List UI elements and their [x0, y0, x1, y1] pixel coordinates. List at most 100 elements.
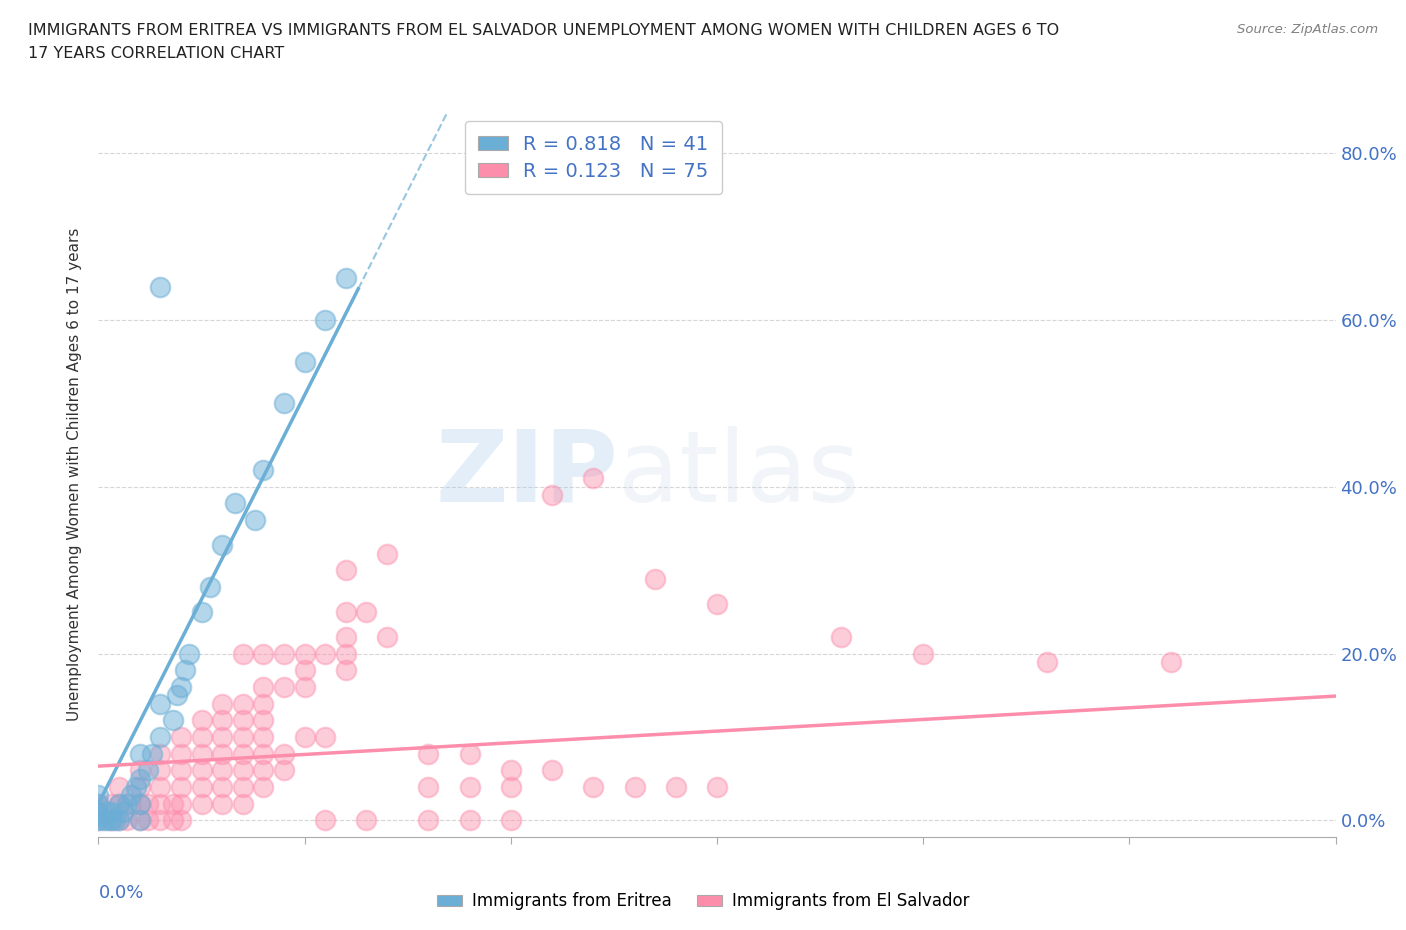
Point — [375, 546, 398, 561]
Point — [273, 746, 295, 761]
Point — [232, 712, 254, 727]
Point — [458, 746, 481, 761]
Point — [706, 596, 728, 611]
Point — [252, 763, 274, 777]
Point — [141, 746, 163, 761]
Point — [706, 779, 728, 794]
Point — [211, 763, 233, 777]
Point — [211, 796, 233, 811]
Text: 17 YEARS CORRELATION CHART: 17 YEARS CORRELATION CHART — [28, 46, 284, 61]
Text: atlas: atlas — [619, 426, 859, 523]
Point — [582, 779, 605, 794]
Point — [190, 763, 212, 777]
Point — [120, 796, 142, 811]
Point — [335, 604, 357, 619]
Point — [418, 779, 440, 794]
Point — [314, 729, 336, 744]
Point — [149, 729, 172, 744]
Point — [87, 813, 110, 828]
Point — [294, 354, 316, 369]
Point — [149, 813, 172, 828]
Point — [232, 729, 254, 744]
Point — [273, 646, 295, 661]
Point — [252, 680, 274, 695]
Point — [190, 746, 212, 761]
Point — [912, 646, 935, 661]
Point — [273, 763, 295, 777]
Point — [1036, 655, 1059, 670]
Point — [128, 796, 150, 811]
Point — [87, 796, 110, 811]
Point — [211, 538, 233, 552]
Point — [190, 779, 212, 794]
Point — [243, 512, 266, 527]
Point — [418, 813, 440, 828]
Point — [224, 496, 246, 511]
Point — [91, 813, 114, 828]
Point — [335, 630, 357, 644]
Y-axis label: Unemployment Among Women with Children Ages 6 to 17 years: Unemployment Among Women with Children A… — [67, 228, 83, 721]
Point — [170, 746, 193, 761]
Point — [252, 729, 274, 744]
Point — [87, 809, 110, 824]
Point — [232, 746, 254, 761]
Point — [136, 763, 159, 777]
Point — [117, 813, 139, 828]
Point — [190, 729, 212, 744]
Point — [294, 663, 316, 678]
Point — [541, 763, 564, 777]
Point — [582, 471, 605, 485]
Text: Source: ZipAtlas.com: Source: ZipAtlas.com — [1237, 23, 1378, 36]
Point — [273, 396, 295, 411]
Point — [128, 779, 150, 794]
Point — [100, 796, 122, 811]
Point — [87, 813, 110, 828]
Point — [541, 487, 564, 502]
Point — [174, 663, 197, 678]
Legend: Immigrants from Eritrea, Immigrants from El Salvador: Immigrants from Eritrea, Immigrants from… — [430, 885, 976, 917]
Point — [108, 813, 131, 828]
Point — [211, 779, 233, 794]
Point — [211, 746, 233, 761]
Point — [96, 813, 118, 828]
Point — [128, 746, 150, 761]
Point — [623, 779, 645, 794]
Point — [96, 804, 118, 819]
Point — [499, 813, 522, 828]
Point — [356, 813, 378, 828]
Point — [124, 779, 146, 794]
Point — [128, 813, 150, 828]
Point — [179, 646, 201, 661]
Point — [232, 779, 254, 794]
Point — [104, 813, 127, 828]
Point — [162, 796, 184, 811]
Point — [170, 779, 193, 794]
Point — [232, 763, 254, 777]
Point — [314, 312, 336, 327]
Point — [170, 680, 193, 695]
Point — [87, 804, 110, 819]
Point — [294, 729, 316, 744]
Point — [149, 763, 172, 777]
Point — [87, 796, 110, 811]
Point — [375, 630, 398, 644]
Point — [100, 813, 122, 828]
Text: 0.0%: 0.0% — [98, 884, 143, 902]
Point — [149, 697, 172, 711]
Point — [356, 604, 378, 619]
Point — [499, 763, 522, 777]
Point — [644, 571, 666, 586]
Point — [162, 813, 184, 828]
Point — [128, 796, 150, 811]
Point — [87, 788, 110, 803]
Point — [108, 796, 131, 811]
Point — [149, 779, 172, 794]
Point — [1160, 655, 1182, 670]
Point — [252, 697, 274, 711]
Point — [112, 804, 135, 819]
Point — [252, 646, 274, 661]
Point — [162, 712, 184, 727]
Point — [128, 771, 150, 786]
Point — [294, 680, 316, 695]
Point — [252, 463, 274, 478]
